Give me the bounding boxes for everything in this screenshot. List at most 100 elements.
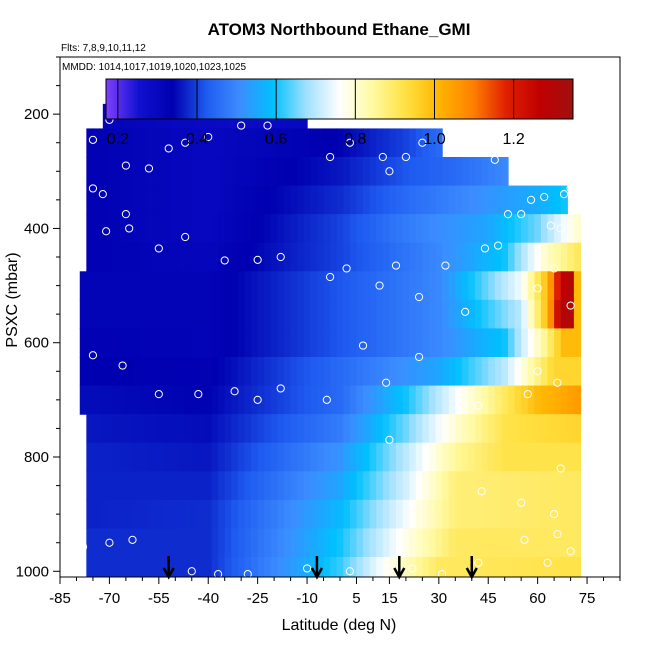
heatmap-cell (264, 328, 272, 358)
heatmap-cell (494, 385, 503, 415)
heatmap-cell (92, 471, 101, 501)
heatmap-cell (310, 128, 318, 158)
heatmap-cell (132, 385, 140, 415)
heatmap-cell (494, 528, 503, 558)
heatmap-cell (573, 385, 582, 415)
heatmap-cell (244, 214, 252, 244)
heatmap-cell (251, 157, 259, 187)
heatmap-cell (204, 442, 213, 472)
heatmap-cell (396, 299, 404, 330)
heatmap-cell (303, 442, 311, 472)
heatmap-cell (290, 214, 298, 244)
heatmap-cell (475, 385, 483, 415)
heatmap-cell (396, 271, 404, 301)
heatmap-cell (172, 414, 180, 444)
heatmap-cell (316, 128, 325, 158)
heatmap-cell (336, 557, 344, 577)
observation-point (181, 138, 190, 147)
heatmap-cell (468, 157, 476, 187)
heatmap-cell (343, 185, 351, 215)
heatmap-cell (422, 471, 430, 501)
heatmap-cell (218, 557, 226, 577)
heatmap-cell (382, 442, 391, 472)
heatmap-cell (277, 528, 285, 558)
heatmap-cell (422, 414, 430, 444)
heatmap-cell (468, 385, 476, 415)
observation-point (556, 464, 565, 473)
heatmap-cell (79, 271, 87, 301)
heatmap-cell (501, 328, 509, 358)
heatmap-cell (244, 557, 252, 577)
heatmap-cell (448, 442, 456, 472)
heatmap-cell (284, 471, 292, 501)
heatmap-cell (363, 328, 371, 358)
heatmap-cell (125, 271, 134, 301)
heatmap-cell (540, 471, 549, 501)
heatmap-cell (534, 299, 542, 330)
heatmap-cell (521, 442, 529, 472)
heatmap-cell (567, 357, 575, 387)
heatmap-cell (573, 442, 582, 472)
heatmap-cell (224, 528, 232, 558)
heatmap-cell (560, 528, 568, 558)
heatmap-cell (218, 442, 226, 472)
x-axis-label: Latitude (deg N) (282, 617, 397, 634)
heatmap-cell (330, 414, 338, 444)
heatmap-cell (468, 328, 476, 358)
heatmap-cell (99, 157, 107, 187)
heatmap-cell (303, 499, 311, 530)
heatmap-cell (139, 242, 147, 272)
heatmap-cell (343, 442, 351, 472)
heatmap-cell (152, 385, 160, 415)
heatmap-cell (514, 414, 522, 444)
x-tick-label: -55 (148, 590, 170, 607)
heatmap-cell (323, 271, 331, 301)
heatmap-cell (567, 299, 575, 330)
heatmap-cell (244, 385, 252, 415)
heatmap-cell (468, 214, 476, 244)
heatmap-cell (521, 214, 529, 244)
heatmap-cell (560, 442, 568, 472)
heatmap-cell (284, 185, 292, 215)
heatmap-cell (415, 357, 423, 387)
heatmap-cell (343, 214, 351, 244)
heatmap-cell (290, 499, 298, 530)
heatmap-cell (224, 385, 232, 415)
heatmap-cell (475, 471, 483, 501)
heatmap-cell (540, 299, 549, 330)
heatmap-cell (567, 557, 575, 577)
heatmap-cell (415, 528, 423, 558)
heatmap-cell (376, 442, 384, 472)
heatmap-cell (409, 271, 417, 301)
heatmap-cell (204, 357, 213, 387)
heatmap-cell (461, 157, 470, 187)
heatmap-cell (330, 442, 338, 472)
heatmap-cell (330, 128, 338, 158)
heatmap-cell (573, 499, 582, 530)
heatmap-cell (86, 128, 94, 158)
heatmap-cell (218, 299, 226, 330)
heatmap-cell (554, 214, 562, 244)
heatmap-cell (86, 528, 94, 558)
heatmap-cell (125, 385, 134, 415)
heatmap-cell (303, 471, 311, 501)
heatmap-cell (303, 385, 311, 415)
heatmap-cell (448, 471, 456, 501)
heatmap-cell (231, 271, 239, 301)
heatmap-cell (534, 557, 542, 577)
heatmap-cell (218, 471, 226, 501)
heatmap-cell (178, 414, 186, 444)
heatmap-cell (409, 357, 417, 387)
heatmap-cell (284, 299, 292, 330)
heatmap-cell (376, 471, 384, 501)
heatmap-cell (112, 328, 120, 358)
heatmap-cell (349, 185, 358, 215)
heatmap-cell (277, 299, 285, 330)
heatmap-cell (224, 414, 232, 444)
heatmap-cell (409, 414, 417, 444)
heatmap-cell (86, 442, 94, 472)
heatmap-cell (343, 414, 351, 444)
heatmap-cell (343, 385, 351, 415)
heatmap-cell (284, 242, 292, 272)
observation-point (385, 435, 394, 444)
